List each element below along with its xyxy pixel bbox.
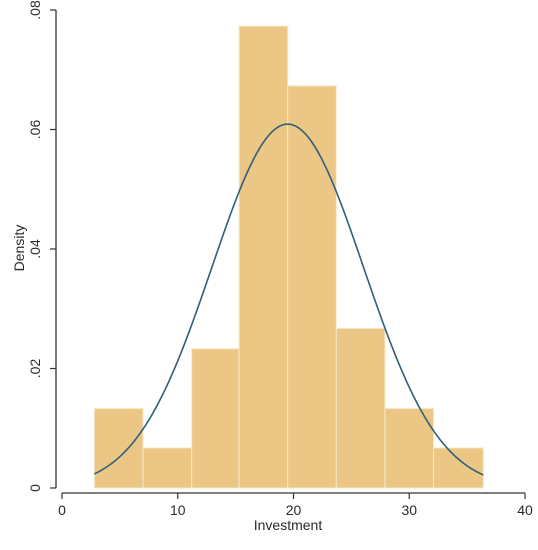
histogram-bar	[433, 447, 484, 489]
y-axis-ticks: 0 .02 .04 .06 .08	[27, 0, 56, 492]
y-tick-label: .02	[27, 359, 43, 379]
y-axis-label: Density	[11, 225, 27, 272]
histogram-bar	[287, 85, 337, 489]
x-tick-label: 0	[58, 502, 66, 518]
x-axis-ticks: 0 10 20 30 40	[58, 493, 533, 518]
y-tick-label: .04	[27, 239, 43, 259]
histogram-bar	[191, 348, 240, 489]
histogram-bar	[238, 25, 289, 489]
y-tick-label: 0	[27, 484, 43, 492]
x-axis-label: Investment	[254, 517, 323, 533]
histogram-bar	[142, 447, 193, 489]
x-tick-label: 20	[286, 502, 302, 518]
histogram-bar	[93, 408, 144, 489]
x-tick-label: 10	[170, 502, 186, 518]
x-tick-label: 30	[401, 502, 417, 518]
normal-density-curve	[94, 123, 484, 476]
histogram-bar	[335, 327, 386, 489]
y-tick-label: .08	[27, 0, 43, 20]
x-tick-label: 40	[517, 502, 533, 518]
y-tick-label: .06	[27, 120, 43, 140]
histogram-bars	[93, 25, 484, 489]
histogram-bar	[384, 408, 435, 489]
